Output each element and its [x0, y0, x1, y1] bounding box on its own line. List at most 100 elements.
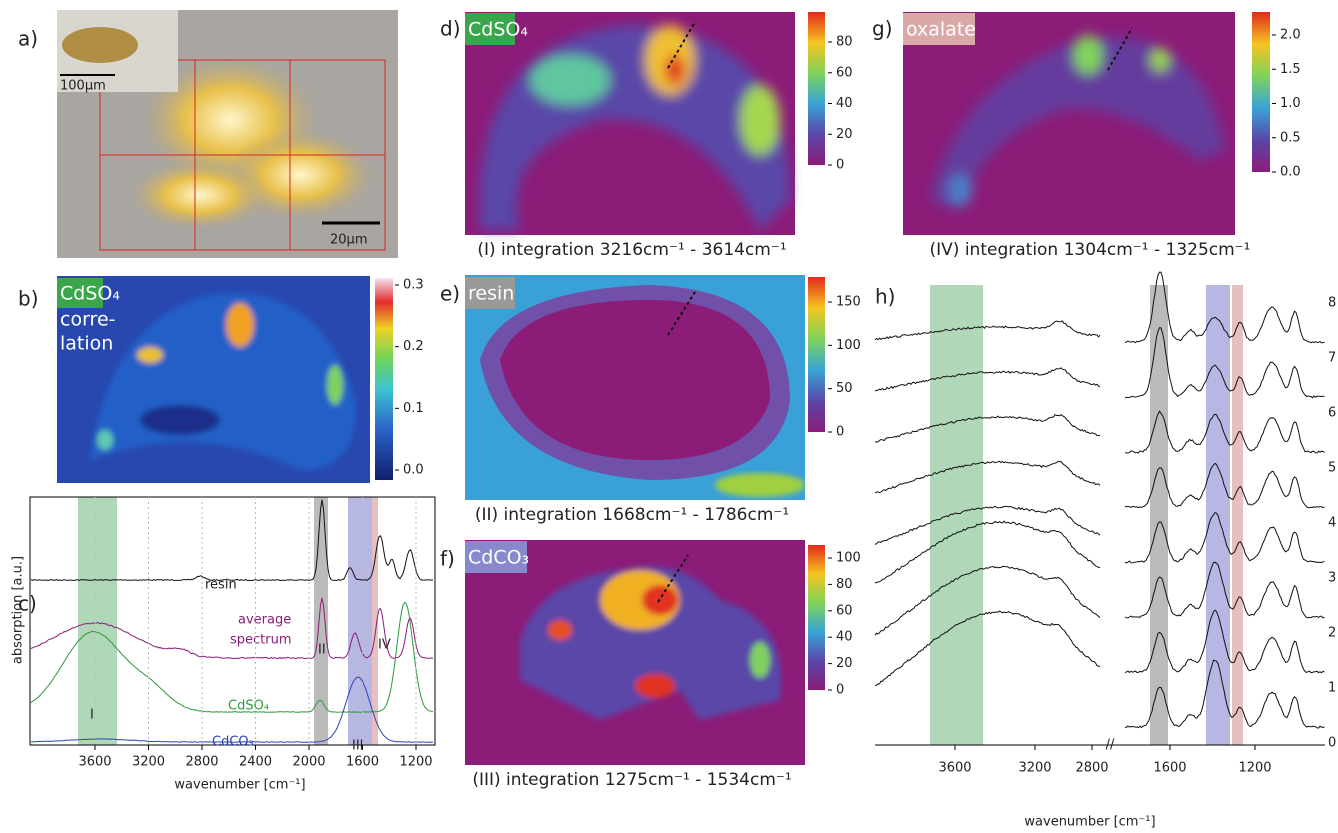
colorbar-tick-label: 100: [836, 338, 861, 353]
tag-box: [903, 13, 975, 45]
panel-label: e): [440, 282, 460, 306]
colorbar-tick-label: 0.5: [1280, 130, 1301, 145]
panel-label: g): [872, 17, 893, 41]
band-label: III: [352, 739, 364, 754]
maps: CdSO₄ resin CdCO₃ oxalate d) e) f) g) (I…: [440, 12, 1270, 790]
panel-label: f): [440, 547, 455, 571]
spectrum: [1124, 609, 1325, 674]
trace-number: 8: [1328, 296, 1336, 311]
band: [1150, 285, 1168, 745]
band: [372, 497, 378, 745]
curve-label: average: [238, 613, 291, 628]
colorbar-tick-label: 20: [836, 127, 853, 142]
spectrum: [874, 320, 1101, 341]
colorbar-tick-label: 40: [836, 96, 853, 111]
tag: CdCO₃: [468, 547, 529, 569]
colorbar-tick-label: 1.0: [1280, 96, 1301, 111]
spectrum: [1124, 462, 1325, 509]
spectrum: [874, 565, 1101, 636]
band: [78, 497, 117, 745]
trace-number: 4: [1328, 516, 1336, 531]
plot-frame: [29, 496, 436, 746]
x-tick-label: 1200: [399, 755, 432, 770]
inset-sample: [62, 27, 138, 63]
x-tick-label: 2000: [292, 755, 325, 770]
caption: (IV) integration 1304cm⁻¹ - 1325cm⁻¹: [930, 240, 1251, 260]
scale-text: 20µm: [330, 233, 367, 248]
colorbar-tick-label: 60: [836, 65, 853, 80]
heatmap-blobs: [479, 25, 790, 230]
colorbar: [808, 545, 825, 690]
colorbar-tick-label: 0: [836, 425, 844, 440]
colorbar-tick-label: 0.0: [403, 463, 424, 478]
colorbar-tick-label: 2.0: [1280, 28, 1301, 43]
band: [930, 285, 983, 745]
spectrum: [1125, 410, 1325, 454]
heatmap-blobs: [520, 566, 782, 720]
band: [348, 497, 372, 745]
colorbar-tick-label: 150: [836, 295, 861, 310]
spectrum: [874, 367, 1101, 392]
trace-number: 5: [1328, 461, 1336, 476]
note: lation: [60, 333, 113, 355]
colorbar-tick-label: 0.3: [403, 278, 424, 293]
spectrum: [30, 597, 434, 660]
spectrum: [1124, 659, 1325, 729]
colorbar-tick-label: 0.0: [1280, 165, 1301, 180]
spectrum: [874, 505, 1101, 546]
axis-label: wavenumber [cm⁻¹]: [1024, 815, 1155, 830]
x-tick-label: 2400: [239, 755, 272, 770]
panel-label: a): [18, 27, 38, 51]
curve-label: CdSO₄: [228, 699, 269, 714]
x-tick-label: 3200: [132, 755, 165, 770]
colorbar-tick-label: 60: [836, 603, 853, 618]
spectrum: [1124, 561, 1325, 619]
x-tick-label: 1600: [1153, 761, 1186, 776]
axis-break: //: [1106, 738, 1115, 753]
trace-number: 2: [1328, 626, 1336, 641]
panel-label: c): [18, 592, 37, 616]
grid-overlay: [99, 59, 386, 251]
tag: CdSO₄: [60, 283, 120, 305]
colorbar: [808, 12, 825, 165]
colorbar: [1252, 12, 1270, 172]
x-tick-label: 2800: [1075, 761, 1108, 776]
spectrum: [874, 610, 1101, 686]
colorbar-tick-label: 80: [836, 35, 853, 50]
axis-label: wavenumber [cm⁻¹]: [174, 778, 305, 793]
spectra: [874, 271, 1325, 729]
colorbar-tick-label: 0: [836, 158, 844, 173]
x-tick-label: 1600: [346, 755, 379, 770]
tag: oxalate: [906, 19, 976, 41]
axis-label: absorption [a.u.]: [11, 556, 26, 664]
tag-box: [465, 13, 515, 45]
colorbar-tick-label: 1.5: [1280, 62, 1301, 77]
caption: (II) integration 1668cm⁻¹ - 1786cm⁻¹: [475, 505, 789, 525]
tag-box: [465, 277, 515, 309]
spectrum: [1124, 511, 1325, 564]
curve-label: CdCO₃: [212, 735, 254, 750]
heatmap-region: [500, 300, 770, 460]
band-label: IV: [378, 638, 391, 653]
spectrum: [31, 676, 434, 743]
colorbar-tick-label: 100: [836, 551, 861, 566]
colorbar-tick-label: 20: [836, 656, 853, 671]
spectrum: [874, 520, 1101, 584]
curve-label: spectrum: [230, 633, 292, 648]
panel-label: h): [875, 285, 895, 309]
heatmap-blobs: [930, 35, 1225, 211]
band-label: I: [90, 708, 94, 723]
heatmap-blobs: [90, 293, 356, 470]
spectrum: [1124, 327, 1325, 399]
colorbar-tick-label: 0.2: [403, 339, 424, 354]
tag: resin: [468, 283, 514, 305]
tag-box: [57, 278, 103, 308]
note: corre-: [60, 309, 116, 331]
x-tick-label: 2800: [185, 755, 218, 770]
heatmap-region: [715, 473, 805, 497]
colorbar: [375, 278, 393, 480]
panel-label: b): [18, 287, 39, 311]
colorbar-tick-label: 80: [836, 577, 853, 592]
caption: (I) integration 3216cm⁻¹ - 3614cm⁻¹: [477, 240, 786, 260]
